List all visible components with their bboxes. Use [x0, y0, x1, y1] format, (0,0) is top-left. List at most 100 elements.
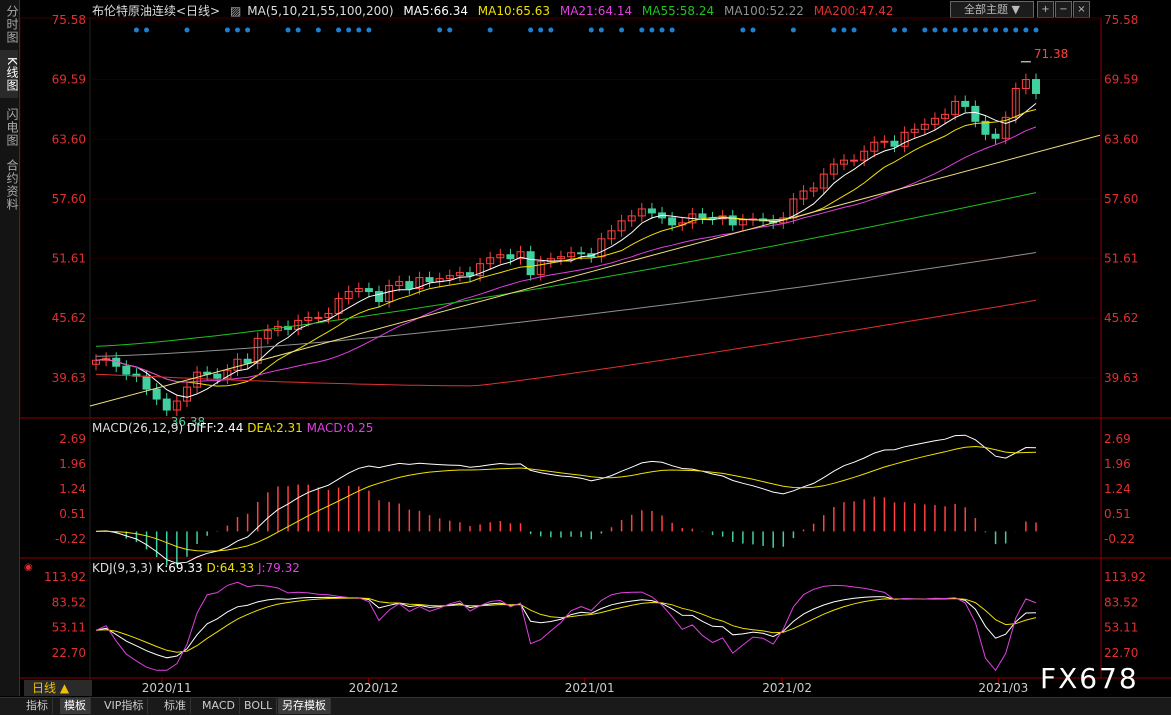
date-label: 2020/12: [349, 681, 399, 695]
ma-params[interactable]: MA(5,10,21,55,100,200): [247, 4, 394, 18]
macd-dea: DEA:2.31: [247, 421, 303, 435]
candle-body: [617, 220, 626, 232]
price-tick-left: 69.59: [52, 73, 86, 87]
candle-body: [304, 316, 313, 321]
candle-body: [809, 187, 818, 192]
candle-body: [465, 272, 474, 277]
signal-dot: [235, 27, 241, 33]
candle-body: [920, 123, 929, 130]
price-tick-left: 75.58: [52, 13, 86, 27]
signal-dot: [295, 27, 301, 33]
signal-dot: [548, 27, 554, 33]
signal-dot: [902, 27, 908, 33]
macd-tick-left: 1.24: [59, 482, 86, 496]
candle-body: [850, 159, 859, 162]
ma200-line: [95, 299, 1037, 387]
kdj-j: J:79.32: [257, 561, 300, 575]
chevron-down-icon: ▼: [1011, 3, 1020, 16]
tab-save-template[interactable]: 另存模板: [278, 698, 331, 714]
candle-body: [1032, 79, 1040, 94]
candle-body: [375, 291, 384, 303]
signal-dot: [487, 27, 493, 33]
candle-body: [546, 258, 555, 263]
macd-tick-right: 1.96: [1104, 457, 1131, 471]
price-tick-left: 57.60: [52, 192, 86, 206]
high-label: 71.38: [1034, 47, 1068, 61]
signal-dot: [669, 27, 675, 33]
candle-body: [839, 159, 848, 165]
kdj-tick-right: 113.92: [1104, 570, 1146, 584]
signal-dot: [1023, 27, 1029, 33]
macd-tick-left: 1.96: [59, 457, 86, 471]
tab-macd[interactable]: MACD: [198, 698, 240, 714]
signal-dot: [447, 27, 453, 33]
period-label: 日线: [32, 681, 57, 695]
price-tick-right: 51.61: [1104, 252, 1138, 266]
kdj-d: D:64.33: [206, 561, 255, 575]
signal-dot: [1033, 27, 1039, 33]
macd-tick-right: 1.24: [1104, 482, 1131, 496]
date-label: 2021/03: [978, 681, 1028, 695]
tab-standard[interactable]: 标准: [160, 698, 191, 714]
kdj-title[interactable]: KDJ(9,3,3): [92, 561, 153, 575]
sidebar-item-kline[interactable]: K线图: [0, 50, 19, 98]
signal-dot: [144, 27, 150, 33]
candle-body: [668, 217, 677, 226]
date-label: 2021/01: [565, 681, 615, 695]
chart-header: 布伦特原油连续<日线> ▨ MA(5,10,21,55,100,200) MA5:…: [92, 2, 900, 18]
close-button[interactable]: ×: [1073, 1, 1090, 18]
signal-dot: [851, 27, 857, 33]
macd-dea-line: [95, 445, 1037, 552]
macd-tick-right: 2.69: [1104, 432, 1131, 446]
price-tick-right: 45.62: [1104, 311, 1138, 325]
sidebar-item-flash[interactable]: 闪电图: [5, 107, 19, 147]
signal-dot: [315, 27, 321, 33]
candle-body: [577, 252, 586, 255]
candle-body: [415, 277, 424, 290]
period-selector[interactable]: 日线 ▲: [24, 680, 92, 696]
sidebar-item-timeshare[interactable]: 分时图: [5, 4, 19, 44]
ma100-value: MA100:52.22: [723, 4, 804, 18]
signal-dot: [922, 27, 928, 33]
price-tick-right: 75.58: [1104, 13, 1138, 27]
tab-indicator[interactable]: 指标: [22, 698, 53, 714]
signal-dot: [133, 27, 139, 33]
candle-body: [253, 337, 262, 364]
candle-body: [627, 215, 636, 222]
low-label: 36.38: [171, 415, 205, 429]
tab-template[interactable]: 模板: [60, 698, 91, 714]
candle-body: [162, 398, 171, 411]
signal-dot: [659, 27, 665, 33]
price-tick-left: 63.60: [52, 132, 86, 146]
kdj-k-line: [95, 596, 1037, 659]
ma100-line: [95, 252, 1037, 357]
left-sidebar: 分时图 K线图 闪电图 合约资料: [0, 0, 20, 696]
candle-body: [930, 117, 939, 125]
chevron-up-icon: ▲: [59, 681, 70, 695]
kdj-settings-icon[interactable]: ◉: [24, 562, 33, 573]
candle-body: [506, 254, 515, 260]
signal-dot: [224, 27, 230, 33]
sidebar-item-contract-info[interactable]: 合约资料: [5, 159, 19, 211]
watermark-logo: FX678: [1040, 662, 1139, 695]
macd-tick-left: -0.22: [55, 532, 86, 546]
signal-dot: [942, 27, 948, 33]
candle-body: [870, 141, 879, 152]
kdj-j-line: [95, 581, 1037, 672]
candle-body: [890, 140, 899, 147]
ma-settings-icon[interactable]: ▨: [229, 4, 242, 18]
kdj-tick-left: 53.11: [52, 621, 86, 635]
ma10-line: [95, 109, 1037, 387]
macd-title[interactable]: MACD(26,12,9): [92, 421, 184, 435]
candle-body: [92, 359, 100, 365]
signal-dot: [538, 27, 544, 33]
tab-vip-indicator[interactable]: VIP指标: [100, 698, 149, 714]
price-tick-left: 39.63: [52, 371, 86, 385]
signal-dot: [740, 27, 746, 33]
candle-body: [1001, 116, 1010, 139]
ma200-value: MA200:47.42: [813, 4, 894, 18]
signal-dot: [841, 27, 847, 33]
tab-boll[interactable]: BOLL: [240, 698, 278, 714]
candle-body: [385, 285, 394, 303]
kline-chart[interactable]: 71.38 36.38 75.58 75.58 69.59 69.59 63.60 63.6…: [20, 0, 1171, 697]
